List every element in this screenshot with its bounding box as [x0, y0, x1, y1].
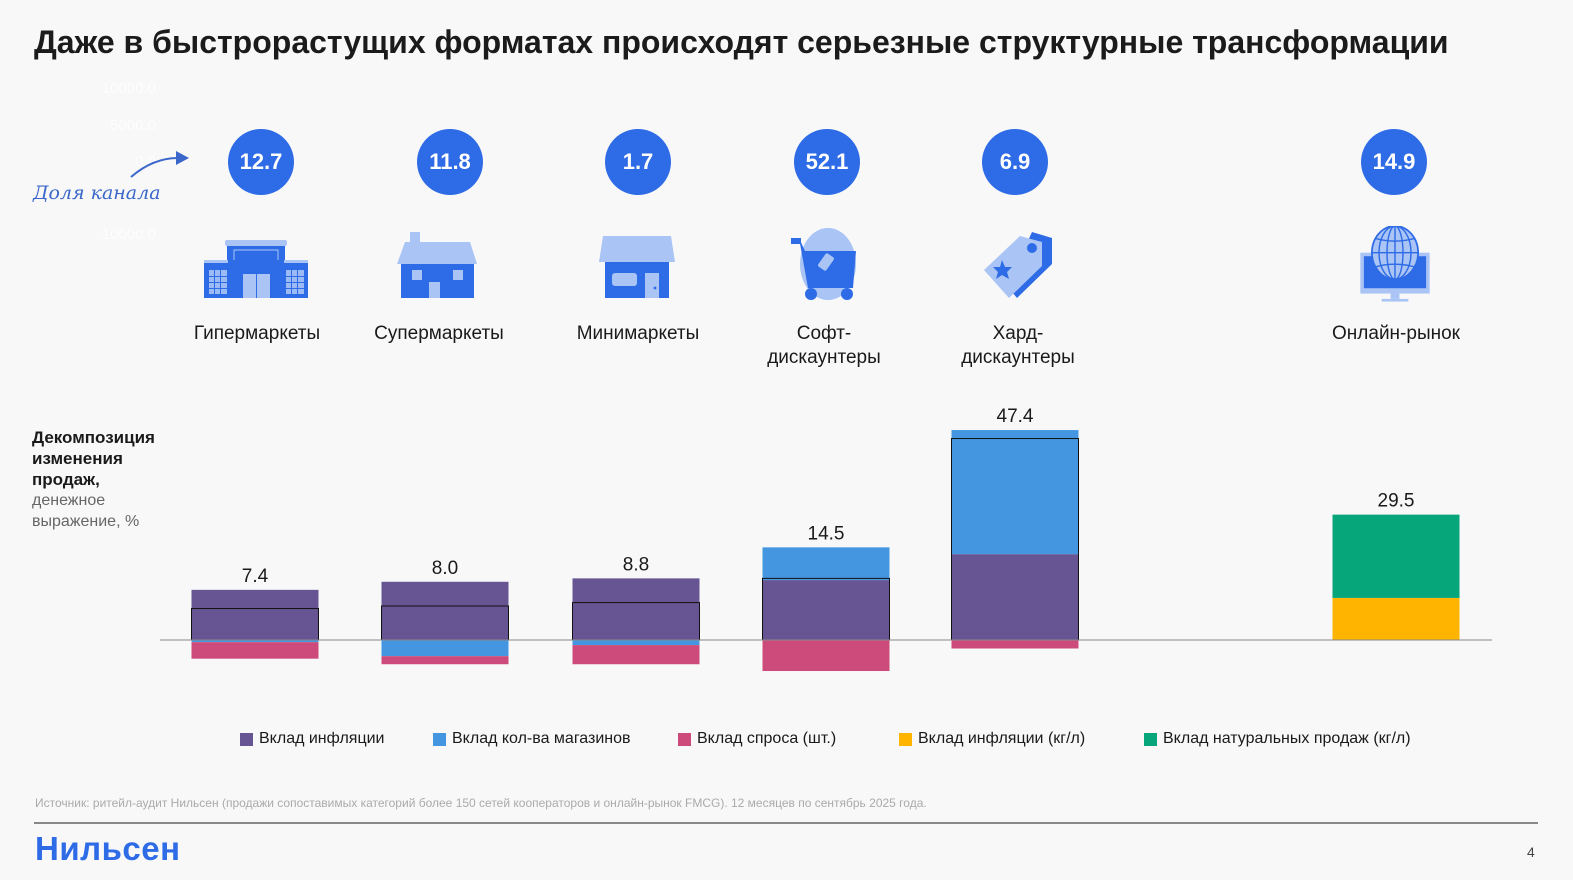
share-bubble: 14.9	[1361, 129, 1427, 195]
legend-swatch	[678, 732, 691, 746]
share-bubble: 11.8	[417, 129, 483, 195]
bar-segment	[762, 547, 890, 581]
price-tags-icon	[984, 232, 1052, 298]
bar-segment	[381, 581, 509, 640]
bar-segment	[762, 580, 890, 640]
decomposition-label: Декомпозиция изменения продаж, денежное …	[32, 427, 182, 532]
minimarket-icon	[599, 236, 675, 298]
page-title: Даже в быстрорастущих форматах происходя…	[34, 24, 1449, 60]
total-label: 47.4	[997, 406, 1034, 427]
bar-segment	[191, 640, 319, 643]
total-label: 7.4	[242, 566, 269, 587]
channel-name: Хард- дискаунтеры	[961, 323, 1075, 368]
bar-segment	[1332, 514, 1460, 598]
page-number: 4	[1527, 844, 1535, 860]
total-label: 8.8	[623, 554, 649, 575]
legend-label: Вклад кол-ва магазинов	[452, 730, 631, 747]
ghost-axis-tick: 0.0	[135, 153, 156, 170]
bar-segment	[1332, 597, 1460, 640]
ghost-axis-tick: -10000.0	[96, 226, 156, 243]
bar-segment	[191, 642, 319, 659]
cart-tag-icon	[791, 228, 856, 300]
legend-label: Вклад натуральных продаж (кг/л)	[1163, 730, 1411, 747]
total-label: 29.5	[1378, 491, 1415, 512]
channel-name: Гипермаркеты	[193, 323, 321, 344]
channel-name: Онлайн-рынок	[1332, 323, 1460, 344]
share-label: Доля канала	[33, 182, 161, 204]
legend-label: Вклад инфляции	[259, 730, 385, 747]
decomposition-label-unit: денежное выражение, %	[32, 492, 140, 530]
bar-segment	[951, 554, 1079, 640]
bar-segment	[381, 656, 509, 665]
ghost-axis-tick: 10000.0	[101, 80, 156, 97]
share-bubble: 52.1	[794, 129, 860, 195]
bar-segment	[381, 640, 509, 657]
bar-segment	[191, 589, 319, 640]
legend-label: Вклад спроса (шт.)	[697, 730, 837, 747]
legend-item: Вклад натуральных продаж (кг/л)	[1144, 730, 1411, 748]
bar-segment	[951, 430, 1079, 555]
legend-item: Вклад спроса (шт.)	[678, 730, 899, 748]
legend-item: Вклад инфляции (кг/л)	[899, 730, 1144, 748]
nielsen-logo: Нильсен	[35, 830, 181, 867]
total-label: 14.5	[808, 523, 845, 544]
source-note: Источник: ритейл-аудит Нильсен (продажи …	[35, 796, 927, 810]
channel-name: Минимаркеты	[576, 323, 700, 344]
legend-swatch	[899, 732, 912, 746]
legend-item: Вклад кол-ва магазинов	[433, 730, 678, 748]
share-bubble: 1.7	[605, 129, 671, 195]
legend: Вклад инфляции Вклад кол-ва магазинов Вк…	[240, 730, 1411, 748]
bar-segment	[572, 645, 700, 665]
bar-segment	[762, 640, 890, 672]
bar-segment	[572, 578, 700, 640]
legend-swatch	[1144, 732, 1157, 746]
legend-swatch	[433, 732, 446, 746]
legend-item: Вклад инфляции	[240, 730, 433, 748]
legend-swatch	[240, 732, 253, 746]
decomposition-label-bold: Декомпозиция изменения продаж,	[32, 428, 155, 489]
bar-segment	[572, 640, 700, 646]
channel-name: Софт- дискаунтеры	[767, 323, 881, 368]
ghost-axis-tick: 5000.0	[110, 117, 156, 134]
share-bubble: 12.7	[228, 129, 294, 195]
footer-divider	[34, 822, 1538, 824]
arrow-icon	[130, 151, 189, 178]
globe-monitor-icon	[1360, 226, 1430, 302]
legend-label: Вклад инфляции (кг/л)	[918, 730, 1086, 747]
total-label: 8.0	[432, 558, 458, 579]
supermarket-icon	[397, 232, 477, 298]
channel-name: Супермаркеты	[374, 323, 504, 344]
share-bubble: 6.9	[982, 129, 1048, 195]
hypermarket-icon	[204, 240, 308, 298]
bar-segment	[951, 640, 1079, 649]
